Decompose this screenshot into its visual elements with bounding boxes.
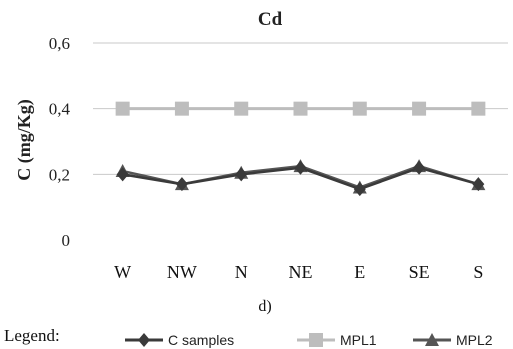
- x-tick-label: SE: [409, 262, 430, 282]
- y-tick-label: 0: [62, 231, 71, 250]
- data-point: [352, 101, 367, 116]
- legend-marker: [138, 333, 150, 347]
- x-tick-label: S: [473, 262, 483, 282]
- legend-marker: [425, 333, 439, 346]
- x-tick-label: W: [114, 262, 131, 282]
- data-point: [471, 101, 486, 116]
- legend-title: Legend:: [4, 326, 60, 345]
- data-point: [353, 182, 366, 197]
- legend-label: MPL2: [456, 332, 493, 348]
- legend-label: C samples: [168, 332, 234, 348]
- data-point: [293, 101, 308, 116]
- data-point: [413, 160, 426, 175]
- data-point: [294, 160, 307, 175]
- y-tick-label: 0,2: [49, 165, 70, 184]
- legend-marker: [309, 333, 323, 347]
- x-tick-label: E: [354, 262, 365, 282]
- chart-title: Cd: [258, 9, 283, 30]
- data-point: [472, 177, 485, 192]
- legend-label: MPL1: [340, 332, 377, 348]
- x-tick-label: NE: [289, 262, 313, 282]
- caption: d): [258, 298, 271, 315]
- data-point: [234, 101, 249, 116]
- data-point: [116, 167, 129, 182]
- y-tick-label: 0,6: [49, 34, 70, 53]
- x-tick-label: N: [235, 262, 248, 282]
- y-axis-label: C (mg/Kg): [14, 99, 35, 180]
- data-point: [115, 101, 130, 116]
- data-point: [235, 167, 248, 182]
- data-point: [174, 101, 189, 116]
- data-point: [412, 101, 427, 116]
- x-tick-label: NW: [167, 262, 197, 282]
- y-tick-label: 0,4: [49, 100, 71, 119]
- data-point: [175, 177, 188, 192]
